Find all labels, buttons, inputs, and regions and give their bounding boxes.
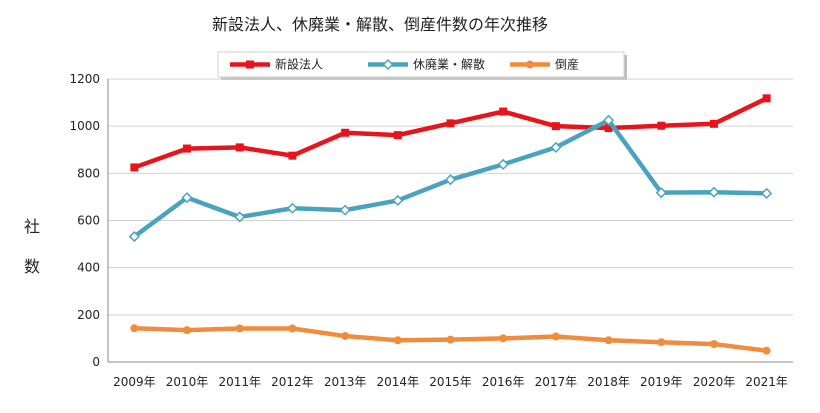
data-point — [657, 338, 666, 347]
data-point — [762, 346, 771, 355]
legend: 新設法人 休廃業・解散 倒産 — [217, 51, 627, 80]
data-point — [497, 158, 509, 170]
y-axis-label: 社数 — [24, 217, 40, 276]
y-tick-label: 800 — [77, 166, 100, 180]
y-axis: 0 200 400 600 800 1000 1200 — [69, 72, 100, 369]
data-point — [709, 119, 718, 128]
data-point — [339, 204, 351, 216]
data-point — [499, 334, 508, 343]
data-point — [235, 324, 244, 333]
legend-item: 休廃業・解散 — [368, 57, 485, 72]
series-layer — [128, 94, 773, 355]
legend-item: 倒産 — [510, 57, 579, 72]
series-2 — [130, 324, 771, 355]
x-tick-label: 2017年 — [535, 375, 578, 389]
data-point — [551, 332, 560, 341]
legend-label: 休廃業・解散 — [413, 57, 485, 72]
data-point — [393, 336, 402, 345]
data-point — [128, 230, 140, 243]
data-point — [551, 122, 560, 131]
x-tick-label: 2016年 — [482, 375, 525, 389]
legend-box — [217, 51, 625, 78]
data-point — [392, 194, 404, 207]
y-tick-label: 600 — [77, 214, 100, 228]
data-point — [181, 192, 193, 204]
data-point — [444, 174, 457, 186]
x-tick-label: 2019年 — [640, 375, 683, 389]
legend-label: 倒産 — [555, 57, 579, 72]
legend-marker — [246, 60, 254, 69]
data-point — [341, 128, 350, 137]
legend-marker — [382, 58, 394, 71]
data-point — [234, 211, 246, 223]
x-tick-label: 2009年 — [113, 375, 156, 389]
series-0 — [130, 94, 771, 172]
data-point — [130, 324, 139, 333]
data-point — [183, 144, 192, 153]
data-point — [393, 131, 402, 140]
data-point — [183, 326, 192, 335]
data-point — [446, 335, 455, 344]
x-axis: 2009年 2010年 2011年 2012年 2013年 2014年 2015年 2016年… — [113, 375, 788, 389]
data-point — [288, 324, 297, 333]
data-point — [286, 202, 298, 214]
x-tick-label: 2013年 — [324, 375, 367, 389]
data-point — [604, 124, 613, 133]
data-point — [761, 187, 773, 199]
x-tick-label: 2020年 — [693, 375, 736, 389]
y-tick-label: 0 — [92, 355, 100, 369]
data-point — [130, 163, 139, 172]
y-axis-label-char: 社 — [24, 217, 40, 236]
data-point — [550, 141, 562, 153]
data-point — [446, 119, 455, 128]
y-axis-label-char: 数 — [24, 257, 40, 276]
x-tick-label: 2011年 — [218, 375, 261, 389]
y-tick-label: 1200 — [69, 72, 100, 86]
x-tick-label: 2014年 — [377, 375, 420, 389]
chart-title: 新設法人、休廃業・解散、倒産件数の年次推移 — [212, 15, 548, 34]
series-line — [132, 96, 769, 170]
data-point — [709, 340, 718, 349]
legend-item: 新設法人 — [230, 57, 323, 72]
data-point — [235, 143, 244, 152]
grid — [107, 78, 793, 363]
data-point — [341, 332, 350, 341]
data-point — [657, 121, 666, 130]
series-1 — [128, 114, 773, 243]
x-tick-label: 2018年 — [587, 375, 630, 389]
y-tick-label: 1000 — [69, 119, 100, 133]
x-tick-label: 2021年 — [745, 375, 788, 389]
data-point — [603, 114, 615, 126]
y-tick-label: 400 — [77, 261, 100, 275]
data-point — [655, 187, 667, 199]
data-point — [288, 151, 297, 160]
data-point — [604, 336, 613, 345]
legend-label: 新設法人 — [275, 57, 323, 72]
y-tick-label: 200 — [77, 308, 100, 322]
x-tick-label: 2010年 — [166, 375, 209, 389]
legend-marker — [526, 60, 534, 69]
data-point — [499, 107, 508, 116]
data-point — [708, 186, 720, 198]
x-tick-label: 2015年 — [429, 375, 472, 389]
data-point — [762, 94, 771, 103]
x-tick-label: 2012年 — [271, 375, 314, 389]
